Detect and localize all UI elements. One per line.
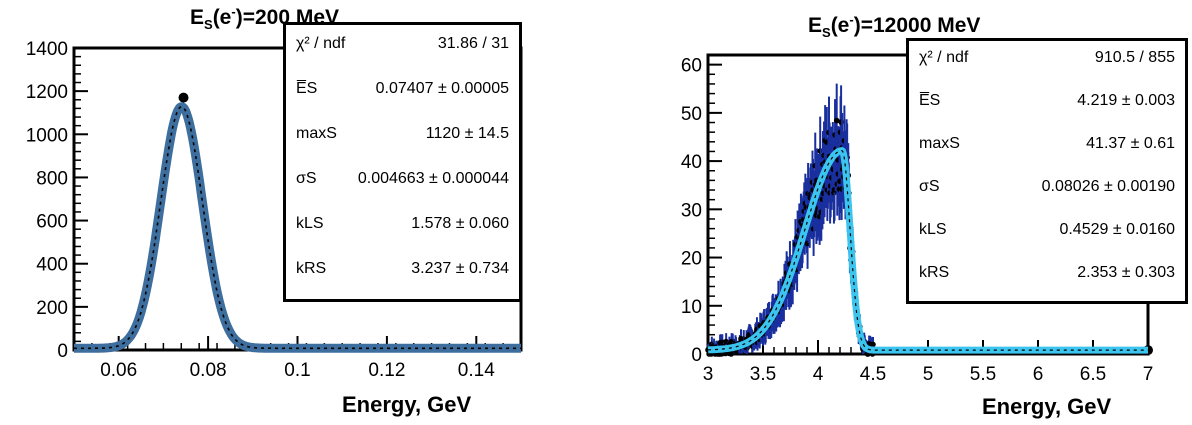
peak-data-point [178,92,189,103]
x-axis-label: Energy, GeV [342,392,472,417]
y-tick-label: 10 [681,297,702,318]
y-tick-label: 0 [691,345,702,366]
stats-param-value: 1.578 ± 0.060 [411,215,509,232]
data-points-line [74,105,521,350]
stats-param-name: maxS [296,125,337,142]
y-tick-label: 800 [36,168,68,189]
fit-curve [705,147,1151,354]
chart-title: ES(e-)=12000 MeV [808,12,981,41]
stats-param-value: 2.353 ± 0.303 [1077,264,1175,281]
data-point [870,341,876,348]
x-tick-label: 3.5 [750,364,776,385]
x-tick-label: 0.06 [100,360,137,381]
chart-panel-12000mev: ES(e-)=12000 MeV 3 3.5 4 4.5 5 5.5 6 6.5 7 0 10 20 3… [640,0,1192,425]
stats-param-name: maxS [919,135,960,152]
x-tick-label: 0.1 [284,360,310,381]
y-tick-label: 200 [36,298,68,319]
x-tick-label: 6 [1033,364,1044,385]
y-tick-label: 20 [681,249,702,270]
stats-param-name: σS [919,178,940,195]
stats-row: E̅S 4.219 ± 0.003 [919,86,1175,120]
y-tick-label: 40 [681,152,702,173]
y-tick-label: 600 [36,212,68,233]
stats-param-name: σS [296,170,317,187]
stats-param-value: 1120 ± 14.5 [425,125,509,142]
plot-area: 3 3.5 4 4.5 5 5.5 6 6.5 7 0 10 20 30 40 50 60 [681,53,1154,385]
stats-param-value: 0.4529 ± 0.0160 [1059,221,1175,238]
stats-row: χ² / ndf 31.86 / 31 [296,29,509,63]
stats-row: σS 0.004663 ± 0.000044 [296,164,509,198]
y-tick-label: 0 [57,341,68,362]
plot-area: 0.06 0.08 0.1 0.12 0.14 0 200 400 600 800 1000 1200… [26,39,525,381]
x-tick-label: 7 [1143,364,1154,385]
x-tick-label: 6.5 [1080,364,1106,385]
chart-panel-200mev: ES(e-)=200 MeV 0.06 0.08 0.1 0.12 0.14 0 200 40… [0,0,560,425]
x-axis-label: Energy, GeV [982,394,1112,419]
stats-param-name: kRS [919,264,950,281]
y-tick-label: 30 [681,200,702,221]
y-tick-label: 400 [36,255,68,276]
stats-param-name: χ² / ndf [296,35,346,52]
x-tick-label: 4 [813,364,824,385]
stats-param-name: χ² / ndf [919,49,969,66]
stats-param-name: E̅S [919,92,941,109]
stats-row: σS 0.08026 ± 0.00190 [919,172,1175,206]
fit-stats-box: χ² / ndf 31.86 / 31 E̅S 0.07407 ± 0.00005 ma… [283,22,522,302]
y-tick-label: 60 [681,56,702,77]
x-tick-label: 0.12 [368,360,405,381]
stats-row: kRS 2.353 ± 0.303 [919,258,1175,292]
stats-param-name: kLS [296,215,324,232]
x-tick-label: 4.5 [860,364,886,385]
stats-param-value: 910.5 / 855 [1094,49,1175,66]
stats-param-name: E̅S [296,80,318,97]
stats-param-name: kRS [296,260,327,277]
stats-row: kLS 0.4529 ± 0.0160 [919,215,1175,249]
stats-row: maxS 1120 ± 14.5 [296,119,509,153]
y-tick-label: 50 [681,104,702,125]
stats-param-value: 0.004663 ± 0.000044 [357,170,509,187]
stats-param-value: 3.237 ± 0.734 [411,260,509,277]
y-tick-label: 1000 [26,125,68,146]
stats-row: maxS 41.37 ± 0.61 [919,129,1175,163]
stats-param-value: 4.219 ± 0.003 [1077,92,1175,109]
stats-row: χ² / ndf 910.5 / 855 [919,43,1175,77]
x-tick-label: 5.5 [970,364,996,385]
fit-stats-box: χ² / ndf 910.5 / 855 E̅S 4.219 ± 0.003 maxS 4… [906,38,1188,304]
x-tick-label: 0.08 [190,360,227,381]
stats-param-name: kLS [919,221,947,238]
stats-param-value: 31.86 / 31 [437,35,509,52]
stats-param-value: 41.37 ± 0.61 [1086,135,1175,152]
y-tick-label: 1200 [26,82,68,103]
stats-row: kRS 3.237 ± 0.734 [296,254,509,288]
y-tick-label: 1400 [26,39,68,60]
x-tick-label: 3 [703,364,714,385]
stats-param-value: 0.08026 ± 0.00190 [1041,178,1175,195]
stats-param-value: 0.07407 ± 0.00005 [375,80,509,97]
stats-row: E̅S 0.07407 ± 0.00005 [296,74,509,108]
data-point [833,117,840,124]
stats-row: kLS 1.578 ± 0.060 [296,209,509,243]
x-tick-label: 0.14 [458,360,495,381]
x-tick-label: 5 [923,364,934,385]
